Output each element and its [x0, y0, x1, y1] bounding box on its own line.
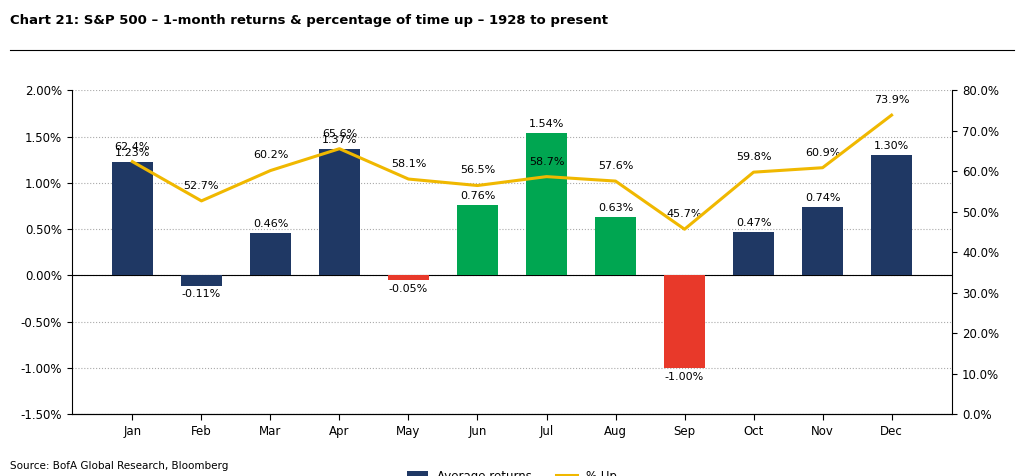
Text: 52.7%: 52.7%: [183, 181, 219, 191]
Bar: [457, 205, 499, 276]
Text: 73.9%: 73.9%: [873, 95, 909, 105]
Bar: [112, 162, 154, 276]
Text: 1.23%: 1.23%: [115, 148, 151, 158]
Bar: [733, 232, 774, 276]
Text: 60.9%: 60.9%: [805, 148, 841, 158]
Text: 0.74%: 0.74%: [805, 193, 841, 203]
Text: Source: BofA Global Research, Bloomberg: Source: BofA Global Research, Bloomberg: [10, 461, 228, 471]
Bar: [250, 233, 291, 276]
Text: 0.47%: 0.47%: [736, 218, 771, 228]
Text: 1.37%: 1.37%: [322, 135, 357, 145]
Text: 0.63%: 0.63%: [598, 203, 633, 213]
Text: 0.76%: 0.76%: [460, 191, 496, 201]
Bar: [388, 276, 429, 280]
Bar: [595, 217, 636, 276]
Bar: [664, 276, 706, 368]
Bar: [525, 133, 567, 276]
Bar: [318, 149, 360, 276]
Text: 1.54%: 1.54%: [528, 119, 564, 129]
Text: -0.11%: -0.11%: [182, 289, 221, 299]
Text: 56.5%: 56.5%: [460, 165, 496, 176]
Text: 59.8%: 59.8%: [736, 152, 771, 162]
Bar: [180, 276, 222, 286]
Text: -0.05%: -0.05%: [389, 284, 428, 294]
Text: 0.46%: 0.46%: [253, 219, 288, 229]
Text: -1.00%: -1.00%: [665, 372, 705, 382]
Text: 58.1%: 58.1%: [391, 159, 426, 169]
Bar: [870, 155, 912, 276]
Text: 1.30%: 1.30%: [873, 141, 909, 151]
Text: 60.2%: 60.2%: [253, 150, 288, 160]
Legend: Average returns, % Up: Average returns, % Up: [401, 466, 623, 476]
Text: 45.7%: 45.7%: [667, 209, 702, 219]
Text: 57.6%: 57.6%: [598, 161, 633, 171]
Text: 65.6%: 65.6%: [322, 129, 357, 139]
Text: Chart 21: S&P 500 – 1-month returns & percentage of time up – 1928 to present: Chart 21: S&P 500 – 1-month returns & pe…: [10, 14, 608, 27]
Bar: [802, 207, 844, 276]
Text: 62.4%: 62.4%: [115, 141, 151, 151]
Text: 58.7%: 58.7%: [528, 157, 564, 167]
